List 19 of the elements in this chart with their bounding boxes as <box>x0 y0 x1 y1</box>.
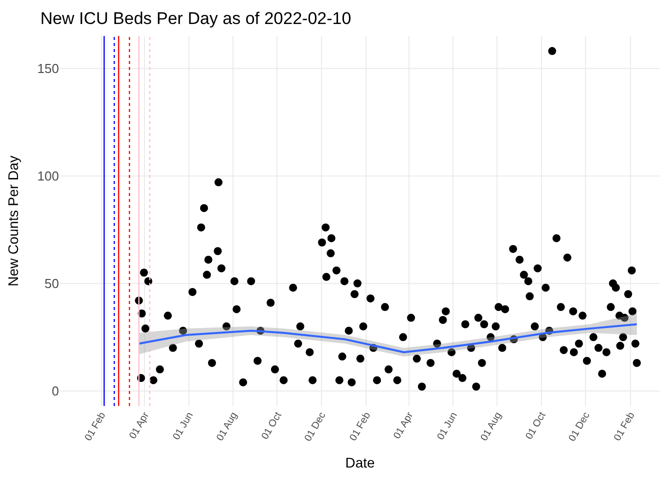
x-tick-label: 01 Feb <box>83 410 108 443</box>
chart-title: New ICU Beds Per Day as of 2022-02-10 <box>40 8 352 28</box>
y-tick-label: 50 <box>44 276 59 291</box>
y-tick-label: 100 <box>37 168 59 184</box>
x-tick-label: 01 Oct <box>260 410 284 442</box>
x-tick-label: 01 Feb <box>612 410 638 443</box>
x-tick-label: 01 Jun <box>171 410 196 442</box>
x-tick-label: 01 Oct <box>524 410 548 442</box>
x-tick-label: 01 Dec <box>302 410 328 444</box>
x-tick-label: 01 Jun <box>435 410 460 442</box>
x-tick-label: 01 Apr <box>128 410 152 442</box>
x-tick-label: 01 Feb <box>348 410 374 443</box>
x-tick-label: 01 Dec <box>567 410 592 444</box>
line-series <box>138 323 638 354</box>
y-axis-title: New Counts Per Day <box>4 156 21 286</box>
x-axis-title: Date <box>345 454 375 471</box>
y-tick-label: 150 <box>37 60 59 76</box>
x-tick-label: 01 Apr <box>392 410 416 442</box>
y-tick-label: 0 <box>52 383 59 398</box>
